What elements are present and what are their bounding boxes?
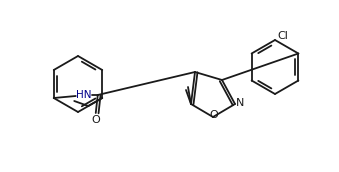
Text: N: N: [236, 98, 244, 108]
Text: Cl: Cl: [278, 31, 288, 41]
Text: HN: HN: [76, 90, 92, 100]
Text: O: O: [210, 110, 218, 120]
Text: O: O: [92, 115, 100, 125]
